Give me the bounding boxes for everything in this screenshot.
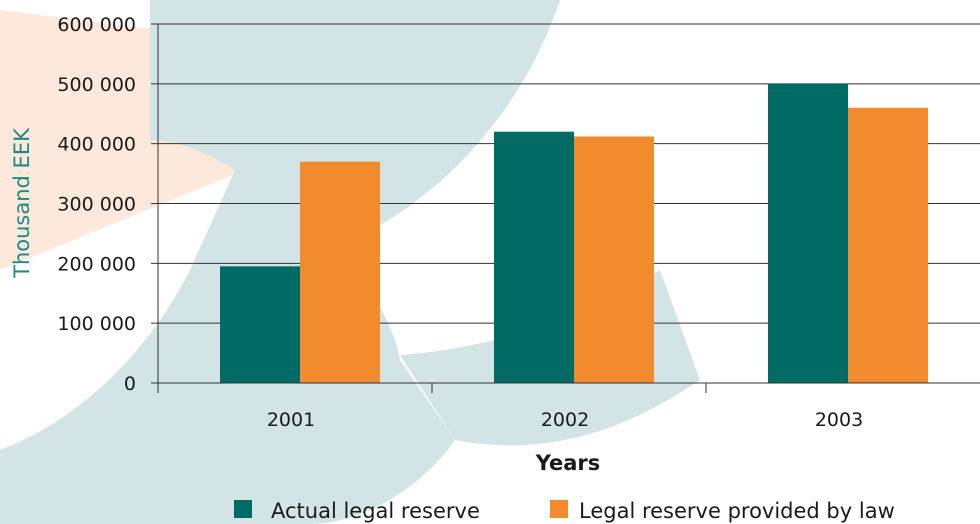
y-tick-label: 300 000 bbox=[57, 194, 136, 216]
bar-legal-reserve-by-law bbox=[300, 161, 380, 383]
x-axis-title: Years bbox=[535, 451, 601, 475]
legend-swatch-law bbox=[550, 500, 568, 518]
y-axis-title: Thousand EEK bbox=[10, 127, 34, 279]
x-tick-label: 2003 bbox=[815, 409, 863, 431]
y-tick-label: 400 000 bbox=[57, 134, 136, 156]
y-tick-label: 100 000 bbox=[57, 313, 136, 335]
y-tick-label: 0 bbox=[124, 373, 136, 395]
x-tick-label: 2002 bbox=[541, 409, 589, 431]
bar-legal-reserve-by-law bbox=[574, 136, 654, 383]
y-tick-label: 600 000 bbox=[57, 14, 136, 36]
legend-swatch-actual bbox=[234, 500, 252, 518]
watermark-teal-shape bbox=[150, 0, 560, 250]
bar-legal-reserve-by-law bbox=[848, 107, 928, 384]
bar-actual-legal-reserve bbox=[220, 266, 300, 383]
bars bbox=[220, 83, 928, 384]
legend-label-actual: Actual legal reserve bbox=[271, 499, 480, 523]
bar-actual-legal-reserve bbox=[768, 83, 848, 383]
x-tick-label: 2001 bbox=[267, 409, 315, 431]
legend: Actual legal reserve Legal reserve provi… bbox=[234, 499, 895, 523]
bar-actual-legal-reserve bbox=[494, 131, 574, 383]
y-tick-label: 200 000 bbox=[57, 253, 136, 275]
legend-label-law: Legal reserve provided by law bbox=[579, 499, 895, 523]
y-tick-label: 500 000 bbox=[57, 74, 136, 96]
axes: 0 100 000 200 000 300 000 400 000 500 000 600 … bbox=[57, 14, 980, 431]
